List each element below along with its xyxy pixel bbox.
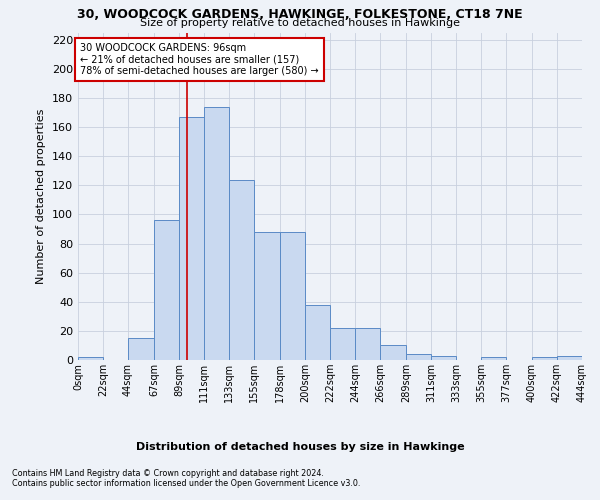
Bar xyxy=(532,357,557,360)
Text: Contains HM Land Registry data © Crown copyright and database right 2024.: Contains HM Land Registry data © Crown c… xyxy=(12,468,324,477)
Bar xyxy=(78,357,103,360)
Bar xyxy=(481,357,506,360)
Bar xyxy=(280,232,305,360)
Bar xyxy=(179,117,204,360)
Bar xyxy=(154,220,179,360)
Bar xyxy=(406,354,431,360)
Bar xyxy=(229,180,254,360)
Text: 30 WOODCOCK GARDENS: 96sqm
← 21% of detached houses are smaller (157)
78% of sem: 30 WOODCOCK GARDENS: 96sqm ← 21% of deta… xyxy=(80,42,319,76)
Text: Contains public sector information licensed under the Open Government Licence v3: Contains public sector information licen… xyxy=(12,478,361,488)
Bar xyxy=(431,356,456,360)
Text: Distribution of detached houses by size in Hawkinge: Distribution of detached houses by size … xyxy=(136,442,464,452)
Bar xyxy=(380,346,406,360)
Bar xyxy=(305,304,330,360)
Bar xyxy=(330,328,355,360)
Bar xyxy=(254,232,280,360)
Bar xyxy=(355,328,380,360)
Bar xyxy=(128,338,154,360)
Text: Size of property relative to detached houses in Hawkinge: Size of property relative to detached ho… xyxy=(140,18,460,28)
Y-axis label: Number of detached properties: Number of detached properties xyxy=(37,108,46,284)
Bar xyxy=(204,106,229,360)
Text: 30, WOODCOCK GARDENS, HAWKINGE, FOLKESTONE, CT18 7NE: 30, WOODCOCK GARDENS, HAWKINGE, FOLKESTO… xyxy=(77,8,523,20)
Bar xyxy=(557,356,582,360)
